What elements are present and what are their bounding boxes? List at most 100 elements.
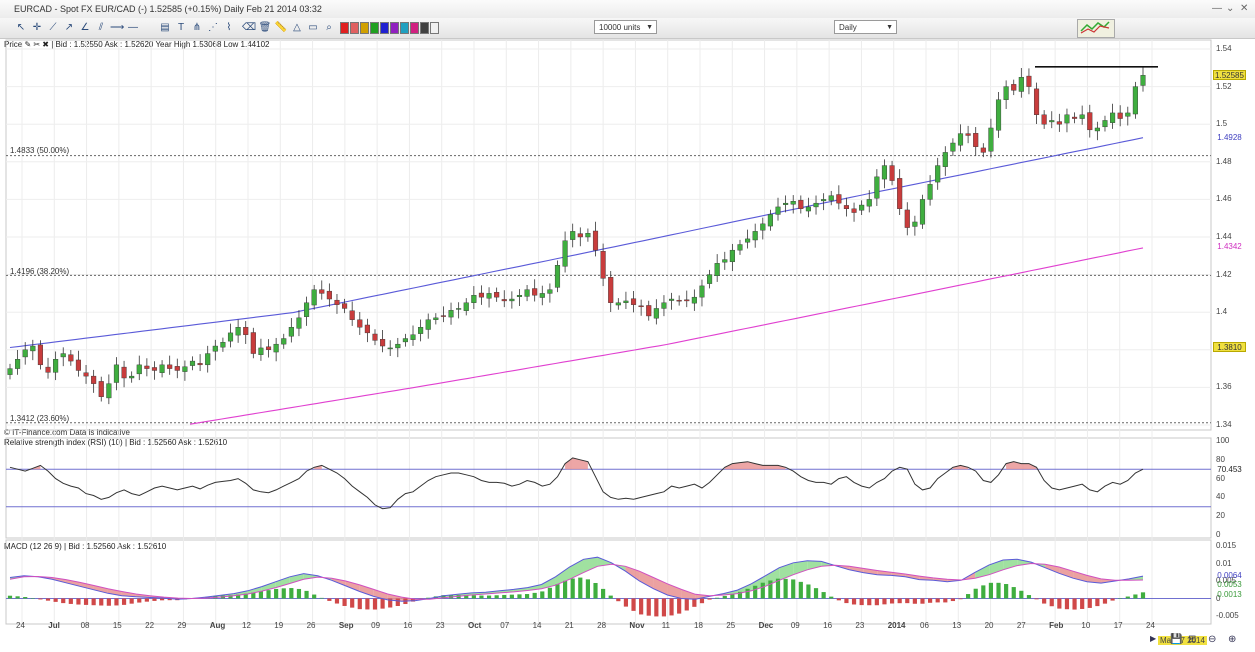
macd-histogram-bar [456,595,461,599]
candle-body [159,364,165,373]
channel-icon[interactable]: ⫽ [98,22,104,33]
macd-histogram-bar [243,593,248,599]
macd-histogram-bar [555,584,560,599]
candle-body [1079,114,1085,119]
scroll-right-icon[interactable]: ▶ [1150,634,1157,643]
macd-histogram-bar [486,595,492,599]
macd-histogram-bar [943,598,948,603]
macd-histogram-bar [813,588,819,599]
macd-histogram-bar [547,587,552,599]
candle-body [372,333,378,341]
rsi-overbought-fill [952,465,969,470]
close-icon[interactable]: ✕ [1240,3,1249,14]
candle-body [273,343,279,353]
macd-histogram-bar [1072,598,1077,610]
candle-body [235,327,241,336]
angle-line-icon[interactable]: ∠ [80,22,90,33]
macd-histogram-bar [342,598,347,606]
macd-histogram-bar [882,598,887,605]
candle-body [1117,112,1123,119]
rsi-tick-label: 40 [1216,492,1225,502]
zoom-out-icon[interactable]: ⊖ [1208,634,1217,645]
macd-histogram-bar [1133,594,1138,599]
macd-histogram-bar [563,580,568,599]
candle-body [1041,114,1047,125]
units-select[interactable]: 10000 units ▼ [594,20,657,34]
date-tick-label: Dec [758,621,774,630]
price-panel-frame [5,39,1212,431]
chevron-down-icon[interactable]: ⌄ [1226,3,1235,14]
color-swatch[interactable] [400,22,409,34]
macd-histogram-bar [1057,598,1062,609]
fibonacci-icon[interactable]: ▤ [160,22,170,33]
macd-histogram-bar [327,598,332,601]
macd-signal-fill [303,573,318,580]
cycle-lines-icon[interactable]: ⌇ [226,22,232,33]
macd-histogram-bar [973,588,978,599]
triangle-icon[interactable]: △ [293,22,301,33]
rsi-overbought-fill [724,461,786,470]
macd-signal-fill [163,597,178,600]
trend-line-icon[interactable]: ⟋ [49,22,57,33]
macd-signal-fill [821,561,836,567]
candle-body [136,364,142,375]
macd-signal-fill [849,566,864,573]
fit-icon[interactable]: ⊞ [1188,634,1197,645]
gann-fan-icon[interactable]: ⋰ [208,22,218,33]
fib-label-38: 1.4196 (38.20%) [10,267,70,276]
candle-body [775,206,781,215]
color-swatch[interactable] [390,22,399,34]
zoom-in-icon[interactable]: ⊕ [1228,634,1237,645]
macd-signal-fill [1101,578,1116,584]
macd-histogram-bar [509,594,514,599]
macd-signal-fill [975,564,990,579]
save-icon[interactable]: 💾 [1170,634,1183,645]
date-tick-label: 19 [274,621,284,630]
crosshair-icon[interactable]: ✛ [32,22,42,33]
macd-histogram-bar [578,577,583,599]
date-tick-label: 21 [564,621,574,630]
macd-signal-fill [765,567,780,587]
color-swatch[interactable] [370,22,379,34]
macd-histogram-bar [966,594,971,599]
color-swatch[interactable] [410,22,419,34]
macd-histogram-bar [601,588,606,599]
color-swatch[interactable] [340,22,349,34]
candle-body [554,265,561,288]
macd-histogram-bar [806,584,811,599]
macd-signal-fill [317,575,332,581]
zoom-tool-icon[interactable]: ⌕ [326,22,332,33]
text-tool-icon[interactable]: T [177,22,185,33]
arrow-right-icon[interactable]: ⟶ [110,22,125,33]
trash-icon[interactable]: 🗑 [258,22,272,33]
candle-body [722,259,728,263]
macd-histogram-bar [350,598,355,608]
macd-signal-fill [919,576,934,581]
period-select[interactable]: Daily ▼ [834,20,897,34]
ray-line-icon[interactable]: ↗ [64,22,74,33]
clear-drawings-icon[interactable]: ⌫ [242,22,257,33]
rectangle-icon[interactable]: ▭ [308,22,318,33]
cursor-icon[interactable]: ↖ [16,22,26,33]
date-tick-label: 16 [823,621,833,630]
horizontal-line-icon[interactable]: ― [128,22,138,33]
minimize-icon[interactable]: — [1212,3,1222,14]
macd-histogram-bar [1102,598,1108,604]
color-swatch[interactable] [350,22,359,34]
macd-signal-fill [443,594,458,598]
andrews-pitchfork-icon[interactable]: ⋔ [192,22,202,33]
chart-type-button[interactable] [1077,19,1115,38]
macd-histogram-bar [53,598,58,602]
color-swatch[interactable] [360,22,369,34]
rsi-line [9,457,1144,510]
color-swatch[interactable] [380,22,389,34]
macd-histogram-bar [920,598,925,604]
ruler-icon[interactable]: 📏 [274,22,288,33]
macd-histogram-bar [319,597,324,599]
candle-body [243,327,249,335]
color-swatch[interactable] [430,22,439,34]
color-swatch[interactable] [420,22,429,34]
rsi-tick-label: 100 [1216,436,1230,445]
macd-signal-fill [205,595,220,599]
rsi-panel-frame [5,437,1212,539]
